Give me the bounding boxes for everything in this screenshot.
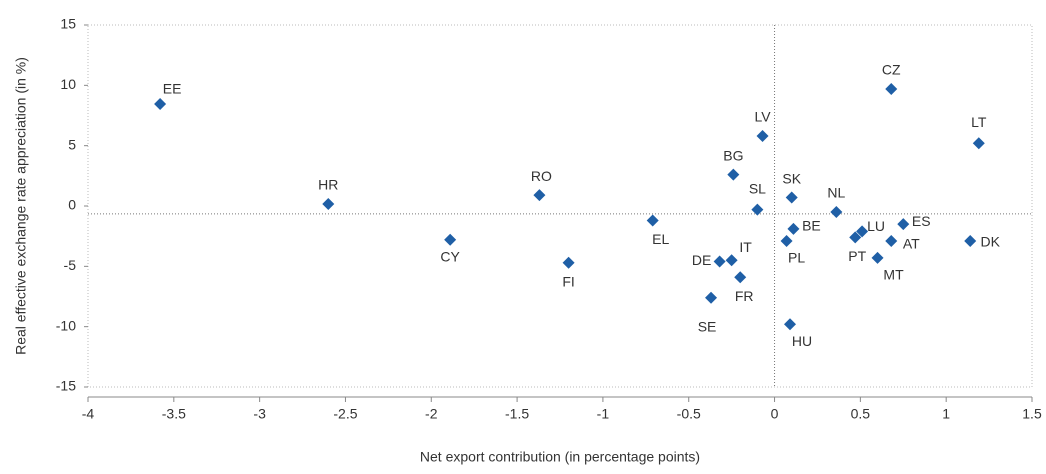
x-tick-label: -0.5 <box>677 406 701 422</box>
point-label: EE <box>163 81 182 97</box>
x-tick-label: 1 <box>942 406 950 422</box>
data-point <box>444 233 457 246</box>
y-tick-label: -5 <box>64 257 77 273</box>
point-label: DE <box>692 252 711 268</box>
y-tick-label: 5 <box>68 136 76 152</box>
point-label: SL <box>749 180 766 196</box>
point-label: SK <box>782 170 801 186</box>
point-label: EL <box>652 231 669 247</box>
x-axis-label: Net export contribution (in percentage p… <box>420 449 700 465</box>
data-point <box>830 206 843 219</box>
data-point <box>783 318 796 331</box>
x-tick-label: -1 <box>597 406 610 422</box>
data-point <box>713 255 726 268</box>
plot-frame <box>87 24 1033 388</box>
data-point <box>751 203 764 216</box>
data-point <box>785 191 798 204</box>
point-label: HR <box>318 177 338 193</box>
data-point <box>646 214 659 227</box>
point-label: NL <box>827 185 845 201</box>
y-tick-label: 0 <box>68 197 76 213</box>
y-tick-label: -10 <box>56 317 76 333</box>
data-point <box>897 218 910 231</box>
data-point <box>322 197 335 210</box>
point-label: AT <box>903 236 920 252</box>
data-point <box>780 234 793 247</box>
data-point <box>154 98 167 111</box>
point-label: BG <box>723 147 743 163</box>
data-point <box>756 130 769 143</box>
y-tick-label: 15 <box>60 16 76 32</box>
point-label: ES <box>912 213 931 229</box>
data-point <box>787 222 800 235</box>
data-point <box>705 291 718 304</box>
point-label: FR <box>735 288 754 304</box>
x-tick-label: 0 <box>771 406 779 422</box>
point-label: CZ <box>882 62 901 78</box>
data-point <box>972 137 985 150</box>
point-label: LT <box>971 114 987 130</box>
point-label: RO <box>531 168 552 184</box>
y-tick-label: 10 <box>60 76 76 92</box>
point-label: LV <box>754 109 771 125</box>
y-axis-label: Real effective exchange rate appreciatio… <box>13 57 29 355</box>
x-tick-label: -2 <box>425 406 438 422</box>
data-point <box>871 251 884 264</box>
point-label: DK <box>980 234 1000 250</box>
data-point <box>849 231 862 244</box>
x-tick-label: -3.5 <box>162 406 186 422</box>
data-point <box>885 234 898 247</box>
point-label: HU <box>792 333 812 349</box>
x-tick-label: -2.5 <box>333 406 357 422</box>
data-point <box>725 254 738 267</box>
data-point <box>856 225 869 238</box>
data-point <box>533 189 546 202</box>
point-label: LU <box>867 218 885 234</box>
x-tick-label: 1.5 <box>1022 406 1042 422</box>
x-tick-label: -1.5 <box>505 406 529 422</box>
point-label: MT <box>883 267 904 283</box>
point-label: PT <box>848 248 866 264</box>
point-label: SE <box>698 318 717 334</box>
x-tick-label: -4 <box>82 406 95 422</box>
x-tick-label: -3 <box>253 406 266 422</box>
point-label: IT <box>739 239 752 255</box>
data-point <box>964 234 977 247</box>
point-label: BE <box>802 218 821 234</box>
data-point <box>734 271 747 284</box>
y-tick-label: -15 <box>56 378 76 394</box>
point-label: PL <box>788 250 805 266</box>
point-label: CY <box>440 248 460 264</box>
data-point <box>727 168 740 181</box>
data-point <box>885 82 898 95</box>
point-label: FI <box>562 273 574 289</box>
x-tick-label: 0.5 <box>851 406 871 422</box>
data-point <box>562 256 575 269</box>
